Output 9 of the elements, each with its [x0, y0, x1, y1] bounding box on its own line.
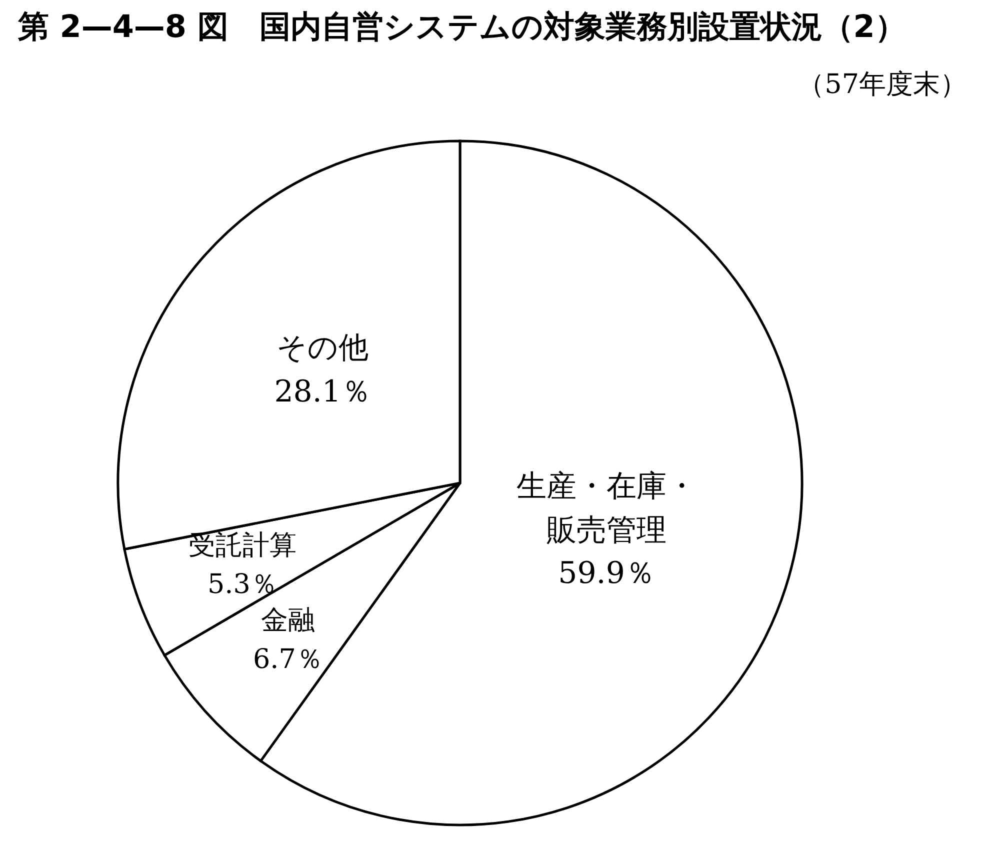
text: （57年度末）: [798, 68, 967, 102]
data-label: 5.3％: [207, 569, 278, 600]
slice-label: その他: [276, 330, 369, 368]
data-label: 28.1％: [274, 374, 372, 410]
slice-label: 生産・在庫・販売管理: [516, 468, 698, 550]
chart-title: 第 2—4—8 図 国内自営システムの対象業務別設置状況（2）: [18, 8, 906, 47]
slice-label: 金融: [260, 603, 315, 638]
data-label: 6.7％: [253, 644, 323, 675]
data-label: 59.9％: [558, 556, 655, 591]
